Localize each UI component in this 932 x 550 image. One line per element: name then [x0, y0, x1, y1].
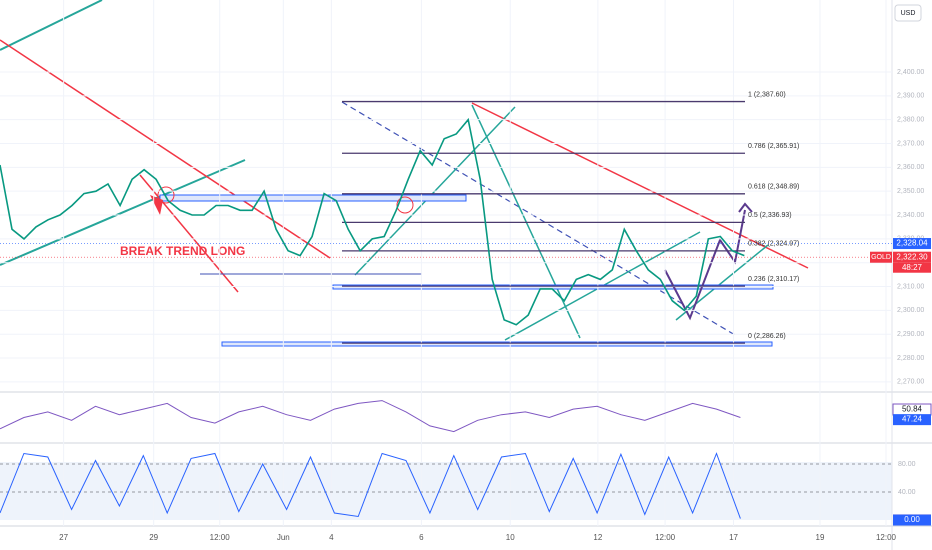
- price-line: [0, 452, 741, 519]
- x-tick-label: 12:00: [655, 533, 676, 542]
- x-tick-label: 12: [593, 533, 602, 542]
- price-line: [0, 117, 745, 326]
- fib-label: 1 (2,387.60): [748, 91, 786, 98]
- price-tag: [893, 251, 931, 263]
- currency-box[interactable]: [894, 4, 922, 22]
- fib-label: 0.236 (2,310.17): [748, 276, 799, 283]
- x-tick-label: 10: [506, 533, 515, 542]
- y-tick-label: 2,370.00: [897, 140, 924, 147]
- circle-mark: [157, 186, 175, 204]
- y-tick-label: 2,290.00: [897, 331, 924, 338]
- y-tick-label: 2,270.00: [897, 379, 924, 386]
- symbol-tag: [870, 251, 892, 263]
- price-line: [0, 400, 741, 433]
- price-tag-label: 2,328.04: [896, 239, 928, 248]
- annotation: BREAK TREND LONG: [120, 244, 245, 258]
- y-tick-label: 80.00: [898, 461, 916, 468]
- y-tick-label: 2,400.00: [897, 69, 924, 76]
- currency[interactable]: USD: [901, 10, 916, 17]
- y-tick-label: 2,280.00: [897, 355, 924, 362]
- y-tick-label: 2,380.00: [897, 117, 924, 124]
- price-tag-label: 0.00: [904, 515, 920, 524]
- x-tick-label: 29: [149, 533, 158, 542]
- symbol: GOLD: [871, 254, 891, 261]
- trend-line: [0, 39, 331, 259]
- x-tick-label: 6: [419, 533, 424, 542]
- y-tick-label: 2,350.00: [897, 188, 924, 195]
- x-tick-label: 4: [329, 533, 334, 542]
- price-tag-label: 50.84: [902, 405, 923, 414]
- price-tag-label: 47.24: [902, 415, 923, 424]
- arrow-head: [738, 202, 753, 213]
- price-tag: [893, 514, 931, 526]
- zone: [159, 194, 467, 202]
- projection-arrow: [664, 209, 746, 321]
- fib-label: 0.5 (2,336.93): [748, 212, 792, 219]
- price-tag: [893, 414, 931, 426]
- x-tick-label: 12:00: [210, 533, 231, 542]
- fib-label: 0.618 (2,348.89): [748, 184, 799, 191]
- y-tick-label: 2,360.00: [897, 164, 924, 171]
- y-tick-label: 40.00: [898, 489, 916, 496]
- y-tick-label: 2,300.00: [897, 307, 924, 314]
- countdown: 48:27: [902, 263, 923, 272]
- fib-label: 0.382 (2,324.97): [748, 241, 799, 248]
- x-tick-label: Jun: [277, 533, 290, 542]
- trend-line: [139, 174, 239, 293]
- circle-mark: [396, 196, 414, 214]
- x-tick-label: 12:00: [876, 533, 897, 542]
- trend-line: [675, 244, 769, 321]
- price-tag: [893, 238, 931, 250]
- x-tick-label: 17: [729, 533, 738, 542]
- fib-label: 0.786 (2,365.91): [748, 143, 799, 150]
- zone: [221, 341, 773, 347]
- y-tick-label: 2,310.00: [897, 283, 924, 290]
- stoch-band: [0, 462, 892, 520]
- fib-label: 0 (2,286.26): [748, 333, 786, 340]
- countdown-tag: [893, 262, 931, 273]
- trend-line: [0, 0, 103, 51]
- y-tick-label: 2,340.00: [897, 212, 924, 219]
- price-tag-label: 2,322.30: [896, 252, 928, 261]
- trend-line: [471, 102, 809, 269]
- x-tick-label: 27: [59, 533, 68, 542]
- trend-line: [0, 159, 246, 266]
- y-tick-label: 2,390.00: [897, 93, 924, 100]
- x-tick-label: 19: [816, 533, 825, 542]
